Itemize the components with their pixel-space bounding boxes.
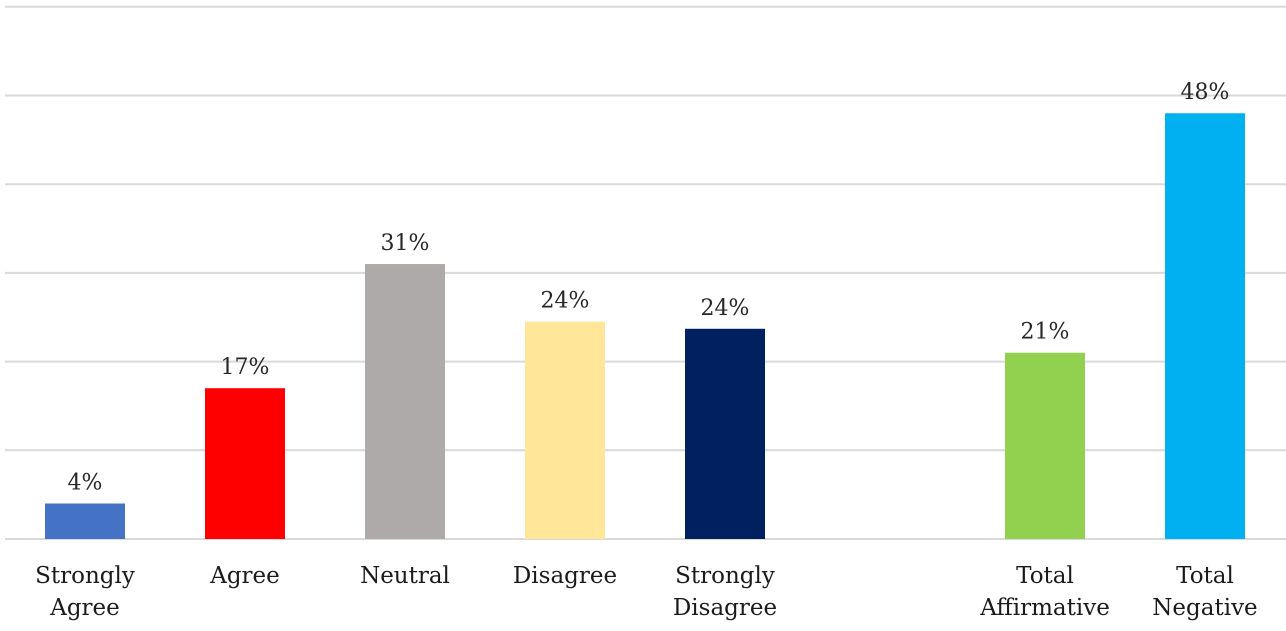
category-label: Neutral: [360, 563, 450, 589]
category-label: Total: [1016, 563, 1074, 589]
data-label: 21%: [1021, 320, 1070, 345]
category-label: Disagree: [513, 563, 617, 589]
category-label: Total: [1176, 563, 1234, 589]
data-label: 31%: [381, 231, 430, 256]
category-labels: Strongly Agree Agree Neutral Disagree Strongl…: [35, 563, 1258, 621]
data-label: 24%: [701, 296, 750, 321]
category-label: Affirmative: [979, 595, 1110, 621]
bar: [365, 264, 445, 539]
data-labels: 4% 17% 31% 24% 24% 21% 48%: [68, 80, 1230, 495]
bar: [205, 388, 285, 539]
data-label: 4%: [68, 471, 103, 496]
category-label: Disagree: [673, 595, 777, 621]
data-label: 48%: [1181, 80, 1230, 105]
bar: [525, 321, 605, 539]
bars: [45, 113, 1245, 540]
category-label: Agree: [209, 563, 280, 589]
data-label: 17%: [221, 355, 270, 380]
category-label: Agree: [49, 595, 120, 621]
bar: [1005, 352, 1085, 539]
category-label: Strongly: [675, 563, 775, 589]
gridlines: [5, 5, 1286, 540]
bar: [1165, 113, 1245, 540]
bar: [45, 503, 125, 539]
data-label: 24%: [541, 289, 590, 314]
bar: [685, 328, 765, 539]
category-label: Strongly: [35, 563, 135, 589]
category-label: Negative: [1152, 595, 1257, 621]
